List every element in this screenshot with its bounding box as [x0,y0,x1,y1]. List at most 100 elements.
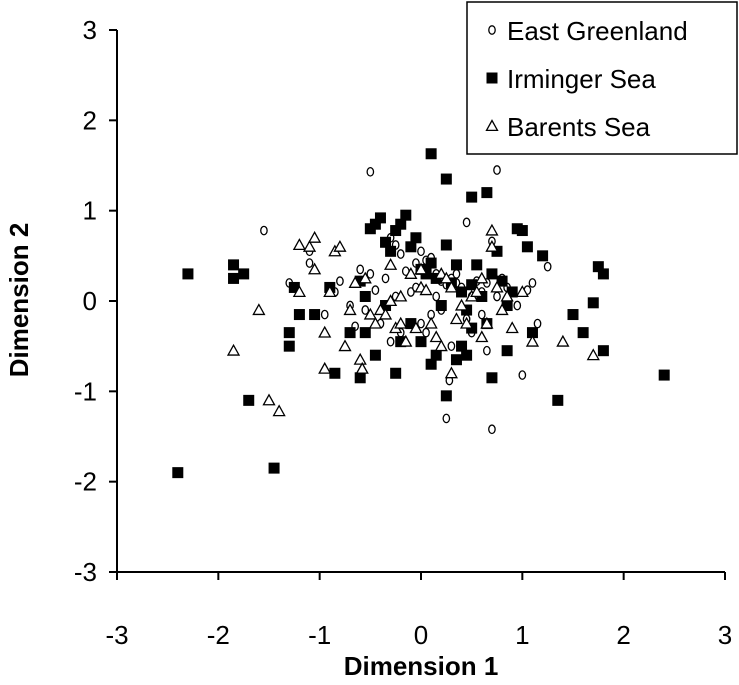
data-point [471,259,483,271]
data-point [288,281,300,293]
data-point [309,309,321,321]
data-point [329,367,341,379]
data-point [419,283,433,296]
y-tick-label: 1 [83,196,97,226]
data-point [501,300,513,312]
data-point [475,330,489,343]
data-point [515,285,529,298]
data-point [383,258,398,270]
data-point [378,307,393,320]
data-point [385,245,397,257]
data-point [495,303,509,316]
data-point [307,230,322,243]
x-tick-label: 2 [616,620,630,650]
data-point [435,300,447,312]
data-point [366,166,375,177]
data-point [518,370,527,380]
data-point [363,307,377,320]
data-point [496,275,508,287]
data-point [394,289,408,302]
data-point [447,341,456,352]
data-point [587,297,599,309]
data-point [597,345,609,357]
data-point [552,394,564,406]
data-point [449,312,464,325]
data-point [383,294,398,307]
data-point [505,321,519,334]
data-point [404,267,418,279]
data-point [486,372,498,384]
legend-box [466,1,738,155]
data-point [336,276,344,286]
data-point [172,467,184,479]
data-point [440,390,452,402]
y-tick-label: 2 [83,105,97,135]
data-point [318,361,332,374]
data-point [488,424,496,435]
legend-label: East Greenland [507,16,688,46]
data-point [407,287,415,297]
data-point [506,286,518,298]
data-point [493,291,501,302]
data-point [292,238,307,251]
data-point [318,325,332,338]
data-point [417,246,425,257]
data-point [486,268,498,280]
series-barents-sea [226,223,600,417]
data-point [481,187,493,199]
data-point [353,352,367,365]
data-point [592,261,604,273]
data-point [344,327,356,339]
data-point [338,339,352,352]
data-point [444,366,459,379]
data-point [430,349,442,361]
x-tick-label: -1 [308,620,331,650]
data-point [368,316,383,329]
data-point [424,316,438,329]
data-point [405,241,417,253]
data-point [490,280,504,293]
data-point [485,239,499,252]
data-point [434,339,448,352]
data-point [409,321,423,334]
data-point [394,316,408,329]
data-point [429,330,443,343]
data-point [526,327,538,339]
data-point [483,345,491,356]
data-point [228,259,240,271]
data-point [307,262,322,275]
data-point [450,354,462,366]
data-point [425,358,437,370]
data-point [439,271,453,284]
data-point [417,318,425,329]
data-point [450,259,462,271]
y-axis-title: Dimension 2 [4,223,34,378]
data-point [415,336,427,348]
data-point [485,223,499,236]
legend: East Greenland Irminger Sea Barents Sea [466,1,738,155]
data-point [456,340,468,352]
data-point [440,239,452,251]
data-point [414,262,428,275]
data-point [493,165,501,175]
data-point [182,268,194,280]
series-irminger-sea [172,148,670,479]
data-point [371,285,380,296]
data-point [272,404,286,417]
data-point [459,316,474,329]
y-tick-label: -2 [74,467,97,497]
legend-marker [485,119,499,132]
data-point [358,271,372,284]
data-point [348,276,362,288]
data-point [556,334,570,347]
data-point [283,340,295,352]
data-point [466,279,478,291]
legend-label: Barents Sea [507,112,651,142]
data-point [480,316,494,329]
data-point [462,217,471,228]
y-tick-label: -1 [74,376,97,406]
data-point [452,269,461,279]
x-tick-label: 1 [515,620,529,650]
y-tick-label: 0 [83,286,97,316]
